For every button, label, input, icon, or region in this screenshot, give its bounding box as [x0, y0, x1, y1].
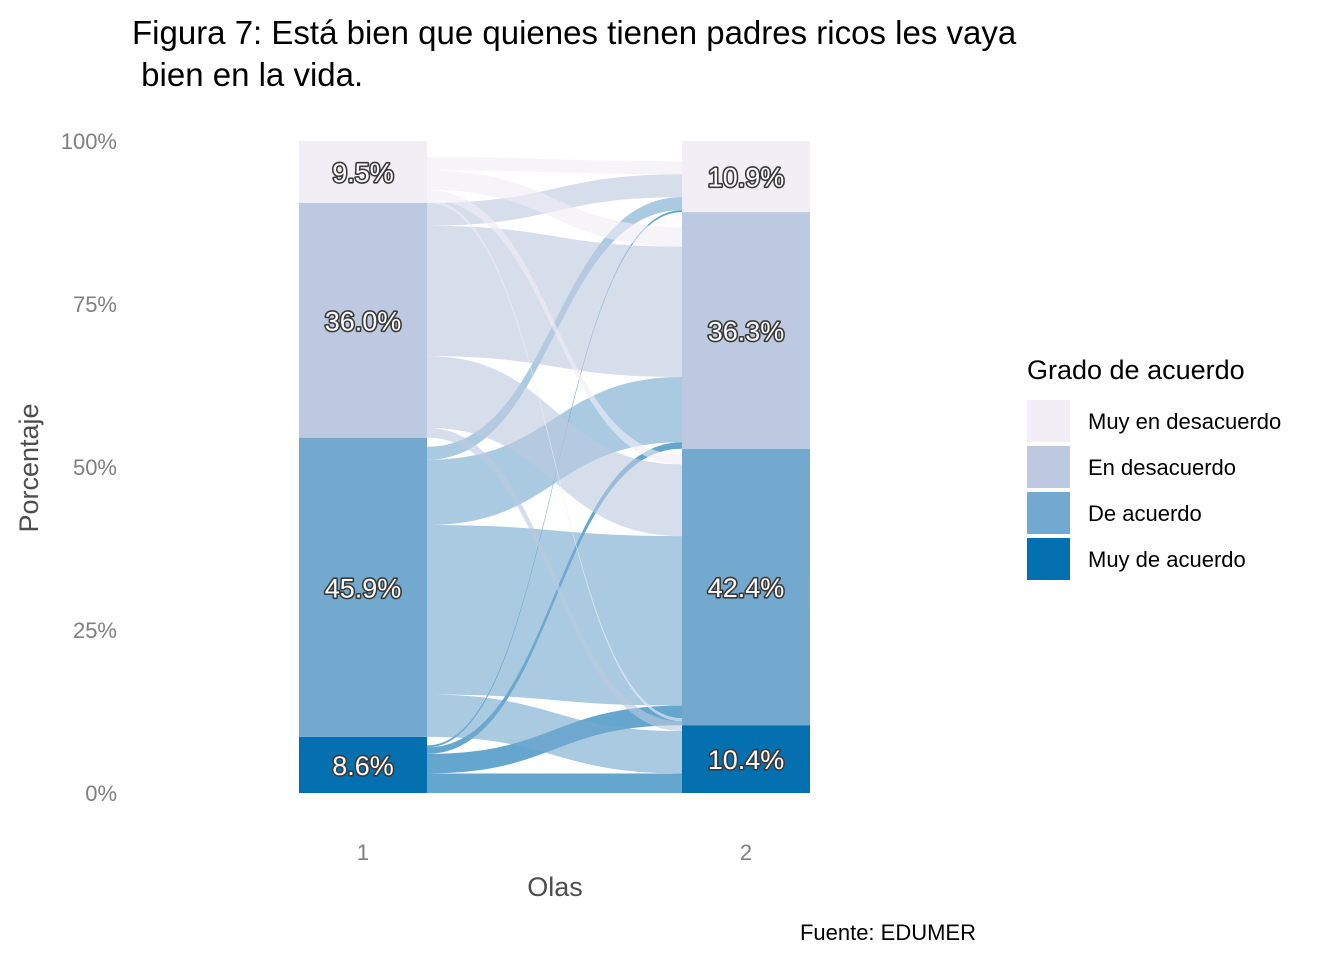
flow-muy-en-desacuerdo-to-muy-en-desacuerdo	[427, 157, 682, 175]
flow-en-desacuerdo-to-de-acuerdo	[427, 356, 682, 537]
legend: Grado de acuerdo Muy en desacuerdo En des…	[1027, 355, 1281, 580]
flow-muy-en-desacuerdo-to-en-desacuerdo	[427, 170, 682, 247]
bar-segment-muy-en-desacuerdo-ola-1	[299, 141, 427, 203]
chart-title-line1: Figura 7: Está bien que quienes tienen p…	[132, 14, 1017, 51]
segment-label: 10.4%	[708, 745, 785, 775]
flow-muy-en-desacuerdo-to-de-acuerdo	[427, 189, 682, 465]
x-tick-label: 2	[740, 840, 752, 865]
segment-label: 9.5%	[332, 158, 394, 188]
flow-muy-de-acuerdo-to-muy-de-acuerdo	[427, 773, 682, 793]
legend-item-label: En desacuerdo	[1088, 455, 1236, 480]
bar-segment-muy-de-acuerdo-ola-2	[682, 725, 810, 793]
chart-title: Figura 7: Está bien que quienes tienen p…	[132, 14, 1017, 93]
segment-label: 45.9%	[325, 573, 402, 603]
y-tick-label: 100%	[61, 129, 117, 154]
segment-label: 10.9%	[708, 163, 785, 193]
flow-en-desacuerdo-to-en-desacuerdo	[427, 225, 682, 378]
bar-segment-de-acuerdo-ola-1	[299, 437, 427, 737]
chart-title-line2: bien en la vida.	[132, 56, 363, 93]
legend-swatch-muy-de-acuerdo	[1027, 538, 1070, 580]
segment-label: 36.0%	[325, 306, 402, 336]
flow-de-acuerdo-to-muy-de-acuerdo	[427, 694, 682, 774]
legend-swatch-de-acuerdo	[1027, 492, 1070, 534]
flow-de-acuerdo-to-de-acuerdo	[427, 525, 682, 706]
stacked-bars	[299, 141, 810, 793]
flow-muy-en-desacuerdo-to-muy-de-acuerdo	[427, 199, 682, 722]
bar-segment-muy-en-desacuerdo-ola-2	[682, 141, 810, 213]
legend-item-label: De acuerdo	[1088, 501, 1202, 526]
legend-item-label: Muy de acuerdo	[1088, 547, 1246, 572]
segment-label: 42.4%	[708, 573, 785, 603]
y-axis-ticks: 0% 25% 50% 75% 100%	[61, 129, 117, 806]
bar-segment-en-desacuerdo-ola-2	[682, 212, 810, 449]
segment-label: 36.3%	[708, 316, 785, 346]
legend-swatch-muy-en-desacuerdo	[1027, 400, 1070, 442]
legend-swatch-en-desacuerdo	[1027, 446, 1070, 488]
bar-segment-de-acuerdo-ola-2	[682, 448, 810, 726]
y-tick-label: 50%	[73, 455, 117, 480]
y-tick-label: 75%	[73, 292, 117, 317]
segment-labels: 8.6% 45.9% 36.0% 9.5% 10.4% 42.4% 36.3% 10.9%	[323, 156, 786, 782]
flow-en-desacuerdo-to-muy-de-acuerdo	[427, 427, 682, 732]
legend-title: Grado de acuerdo	[1027, 355, 1245, 385]
segment-label: 8.6%	[332, 751, 394, 781]
caption: Fuente: EDUMER	[800, 920, 976, 945]
legend-item-label: Muy en desacuerdo	[1088, 409, 1281, 434]
bar-segment-muy-de-acuerdo-ola-1	[299, 736, 427, 793]
y-axis-title: Porcentaje	[14, 403, 44, 532]
flow-ribbons	[427, 157, 682, 793]
x-tick-label: 1	[357, 840, 369, 865]
x-axis-title: Olas	[527, 872, 583, 902]
bar-segment-en-desacuerdo-ola-1	[299, 202, 427, 438]
y-tick-label: 0%	[85, 781, 117, 806]
y-tick-label: 25%	[73, 618, 117, 643]
